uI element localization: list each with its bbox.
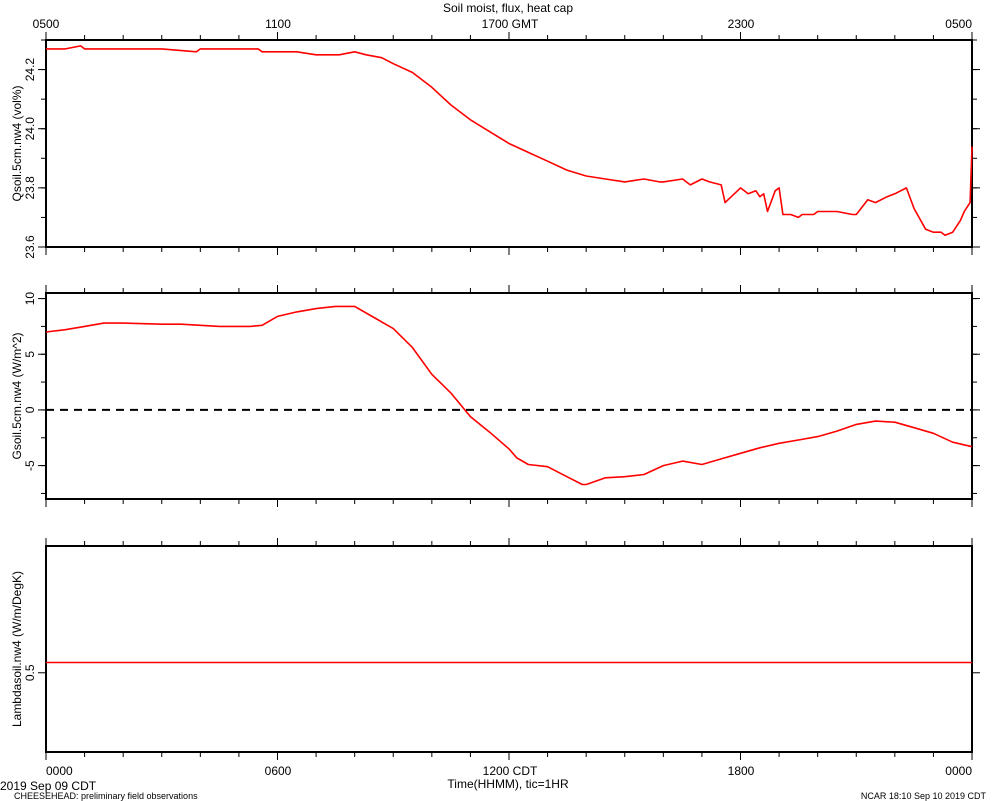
y-axis-label: Qsoil.5cm.nw4 (vol%) (10, 85, 24, 201)
bottom-axis-labels: 0000 0600 1200 CDT 1800 0000 (46, 764, 972, 778)
y-tick-label: 23.8 (23, 176, 37, 200)
series-line (46, 45, 973, 236)
y-tick-label: 24.0 (23, 117, 37, 141)
y-axis-label: Gsoil.5cm.nw4 (W/m^2) (10, 333, 24, 460)
y-tick-label: 0.5 (23, 664, 37, 681)
top-tick-label: 0500 (33, 17, 60, 31)
x-axis-label: Time(HHMM), tic=1HR (447, 777, 569, 791)
y-tick-label: 23.6 (23, 235, 37, 259)
y-axis-label: Lambdasoil.nw4 (W/m/DegK) (10, 571, 24, 727)
panel-1: 23.6 23.8 24.0 24.2 Qsoil.5cm.nw4 (vol%) (10, 32, 980, 259)
y-tick-label: 10 (23, 292, 37, 306)
bottom-tick-label: 1800 (728, 764, 755, 778)
y-tick-label: -5 (23, 460, 37, 471)
y-tick-label: 5 (23, 351, 37, 358)
y-tick-label: 0 (23, 406, 37, 413)
top-tick-label: 2300 (728, 17, 755, 31)
top-tick-label: 1700 GMT (482, 17, 539, 31)
bottom-tick-label: 0000 (945, 764, 972, 778)
bottom-tick-label: 0600 (265, 764, 292, 778)
footer-left-note: CHEESEHEAD: preliminary field observatio… (14, 791, 198, 801)
top-tick-label: 0500 (945, 17, 972, 31)
top-axis-labels: 0500 1100 1700 GMT 2300 0500 (33, 17, 973, 31)
y-tick-label: 24.2 (23, 58, 37, 82)
series-line (45, 305, 973, 486)
bottom-tick-label: 1200 CDT (483, 764, 538, 778)
footer-date: 2019 Sep 09 CDT (0, 779, 97, 793)
plot-frame (45, 545, 973, 753)
chart-title: Soil moist, flux, heat cap (443, 1, 573, 15)
panel-2: -5 0 5 10 Gsoil.5cm.nw4 (W/m^2) (10, 285, 980, 507)
top-tick-label: 1100 (265, 17, 291, 31)
footer-right-note: NCAR 18:10 Sep 10 2019 CDT (860, 791, 986, 801)
bottom-tick-label: 0000 (46, 764, 73, 778)
